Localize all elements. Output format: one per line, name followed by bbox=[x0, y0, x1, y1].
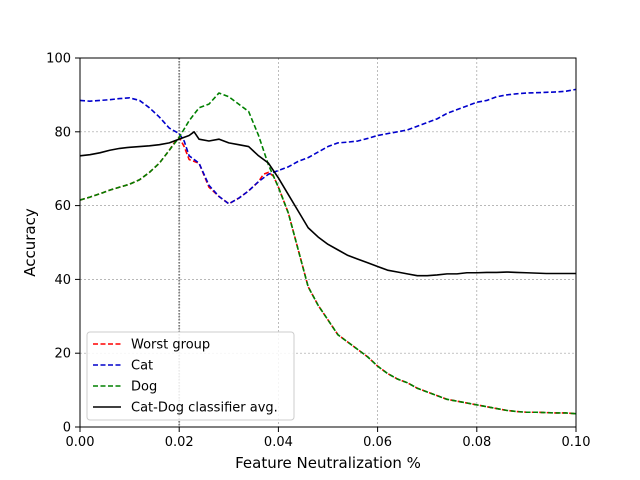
series-line-dog bbox=[79, 92, 577, 415]
x-tick-label: 0.00 bbox=[66, 435, 95, 450]
y-tick-label: 80 bbox=[54, 125, 71, 140]
x-tick-label: 0.10 bbox=[562, 435, 591, 450]
y-axis-ticks: 0 20 40 60 80 100 bbox=[46, 52, 80, 436]
y-tick-label: 40 bbox=[54, 273, 71, 288]
legend-label: Cat-Dog classifier avg. bbox=[131, 401, 278, 416]
legend: Worst group Cat Dog Cat-Dog classifier avg. bbox=[86, 331, 295, 421]
legend-label: Worst group bbox=[131, 338, 210, 353]
series-line-cat bbox=[79, 88, 577, 205]
x-tick-label: 0.04 bbox=[264, 435, 293, 450]
y-axis-label: Accuracy bbox=[21, 208, 39, 277]
series-line-cat-dog-classifier-avg bbox=[79, 131, 576, 277]
legend-label: Cat bbox=[131, 359, 153, 374]
y-tick-label: 60 bbox=[54, 199, 71, 214]
x-tick-label: 0.08 bbox=[462, 435, 491, 450]
plot-frame bbox=[79, 57, 577, 428]
legend-label: Dog bbox=[131, 380, 157, 395]
x-tick-label: 0.02 bbox=[165, 435, 194, 450]
x-tick-label: 0.06 bbox=[363, 435, 392, 450]
series-group bbox=[79, 88, 577, 415]
y-tick-label: 100 bbox=[46, 52, 71, 67]
y-tick-label: 20 bbox=[54, 347, 71, 362]
x-axis-label: Feature Neutralization % bbox=[235, 454, 421, 472]
y-tick-label: 0 bbox=[63, 421, 71, 436]
legend-box bbox=[86, 331, 295, 421]
x-axis-ticks: 0.00 0.02 0.04 0.06 0.08 0.10 bbox=[66, 427, 591, 450]
